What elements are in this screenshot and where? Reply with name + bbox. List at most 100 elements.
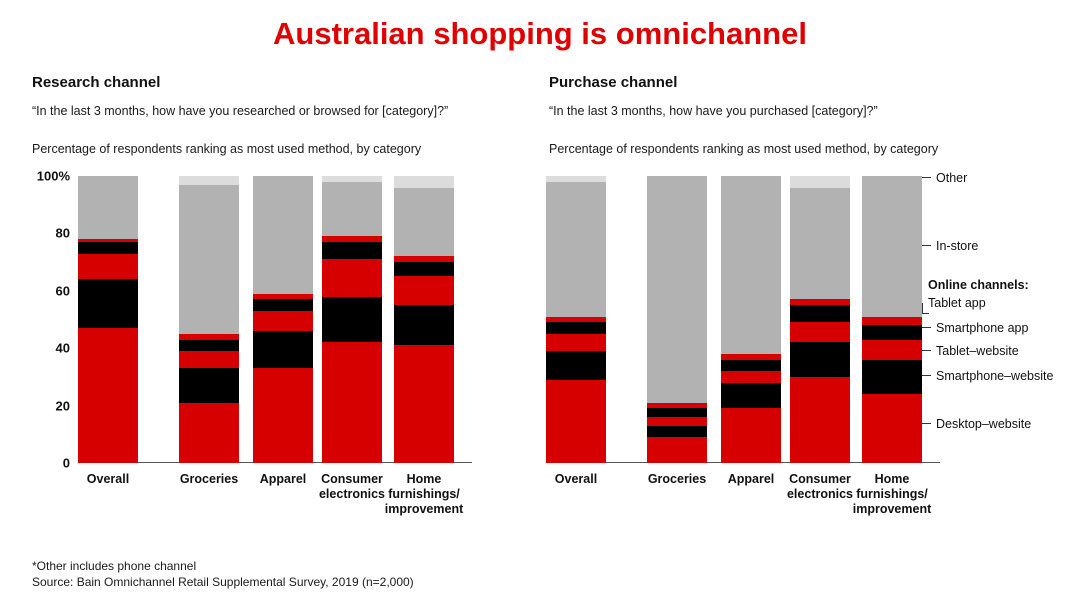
bar-segment (253, 310, 313, 331)
bar-overall[interactable] (546, 176, 606, 463)
panel-purchase-question: “In the last 3 months, how have you purc… (549, 104, 878, 118)
bar-segment (546, 379, 606, 463)
x-axis-label: Groceries (647, 472, 707, 486)
bar-segment (78, 239, 138, 243)
legend-desktop-website-label: Desktop–website (936, 417, 1032, 431)
bar-segment (546, 351, 606, 380)
panel-research-subtitle: Percentage of respondents ranking as mos… (32, 142, 422, 156)
bar-segment (322, 242, 382, 260)
footnote: *Other includes phone channel Source: Ba… (32, 558, 414, 590)
bar-segment (179, 402, 239, 463)
legend-smartphone-website: Smartphone–website (922, 369, 1053, 383)
bar-segment (78, 279, 138, 329)
bar-segment (647, 176, 707, 403)
bar-segment (394, 187, 454, 257)
bar-segment (862, 316, 922, 326)
bar-segment (721, 176, 781, 354)
bar-segment (546, 316, 606, 323)
bar-segment (78, 176, 138, 240)
panel-purchase-header: Purchase channel “In the last 3 months, … (549, 74, 1049, 156)
bar-segment (322, 342, 382, 463)
bar-segment (721, 371, 781, 383)
bar-segment (179, 184, 239, 334)
bar-segment (647, 437, 707, 463)
x-axis-label: Overall (86, 472, 130, 486)
x-axis-label: Overall (554, 472, 598, 486)
bar-segment (179, 351, 239, 369)
bar-segment (322, 176, 382, 182)
bar-segment (546, 333, 606, 352)
bar-overall[interactable] (78, 176, 138, 463)
y-axis-tick: 20 (55, 398, 70, 414)
x-axis-label: Home furnishings/improvement (852, 472, 932, 516)
bar-groceries[interactable] (647, 176, 707, 463)
legend-in-store: In-store (922, 239, 978, 253)
leader-line (922, 375, 931, 377)
bar-segment (78, 242, 138, 254)
bar-consumer-electronics[interactable] (322, 176, 382, 463)
bar-segment (647, 417, 707, 426)
bar-segment (647, 425, 707, 438)
y-axis-tick: 40 (55, 340, 70, 356)
legend-smartphone-website-label: Smartphone–website (936, 369, 1054, 383)
bar-segment (394, 256, 454, 263)
bar-segment (253, 368, 313, 463)
bar-apparel[interactable] (721, 176, 781, 463)
legend-tablet-app-label: Tablet app (928, 296, 986, 310)
legend-desktop-website: Desktop–website (922, 417, 1031, 431)
x-axis-label: Groceries (179, 472, 239, 486)
legend-tablet-website-label: Tablet–website (936, 344, 1019, 358)
bar-groceries[interactable] (179, 176, 239, 463)
x-axis-label: Consumer electronics (318, 472, 385, 501)
bar-segment (394, 176, 454, 188)
bar-segment (721, 382, 781, 409)
legend-in-store-label: In-store (936, 239, 979, 253)
bar-home-furnishings-improvement[interactable] (862, 176, 922, 463)
panel-purchase-subtitle: Percentage of respondents ranking as mos… (549, 142, 939, 156)
leader-line (922, 350, 931, 352)
bar-apparel[interactable] (253, 176, 313, 463)
bar-segment (322, 181, 382, 237)
bar-segment (394, 345, 454, 463)
x-axis-label: Consumer electronics (786, 472, 853, 501)
bar-segment (790, 322, 850, 343)
bar-segment (394, 305, 454, 346)
bar-segment (179, 368, 239, 403)
y-axis-tick: 60 (55, 283, 70, 299)
bar-segment (790, 299, 850, 306)
bar-home-furnishings-improvement[interactable] (394, 176, 454, 463)
panel-purchase-heading: Purchase channel (549, 74, 678, 91)
panel-research-header: Research channel “In the last 3 months, … (32, 74, 532, 156)
bar-segment (253, 176, 313, 294)
bar-segment (179, 333, 239, 340)
bar-segment (546, 322, 606, 334)
panel-research-question: “In the last 3 months, how have you rese… (32, 104, 449, 118)
bar-segment (790, 376, 850, 463)
legend-tablet-app: Tablet app (928, 296, 986, 310)
footnote-line-1: *Other includes phone channel (32, 559, 197, 573)
bar-segment (78, 328, 138, 463)
leader-line (922, 177, 931, 179)
bar-segment (546, 181, 606, 317)
bar-segment (790, 187, 850, 300)
y-axis-tick: 80 (55, 225, 70, 241)
bar-segment (253, 293, 313, 300)
bar-segment (790, 305, 850, 323)
bar-segment (253, 299, 313, 311)
bar-segment (721, 359, 781, 372)
chart-research: 100% 80 60 40 20 0 Overall Groceries Apparel Cons… (37, 169, 472, 516)
bar-segment (862, 325, 922, 340)
bar-segment (721, 408, 781, 463)
bar-segment (322, 296, 382, 343)
bar-segment (790, 176, 850, 188)
panel-research-heading: Research channel (32, 74, 161, 91)
bar-consumer-electronics[interactable] (790, 176, 850, 463)
legend-smartphone-app: Smartphone app (922, 321, 1028, 335)
bar-segment (179, 176, 239, 185)
bar-segment (862, 176, 922, 317)
bar-segment (862, 359, 922, 395)
bar-segment (322, 236, 382, 243)
bar-segment (790, 342, 850, 377)
bar-segment (322, 259, 382, 297)
legend-tablet-website: Tablet–website (922, 344, 1019, 358)
